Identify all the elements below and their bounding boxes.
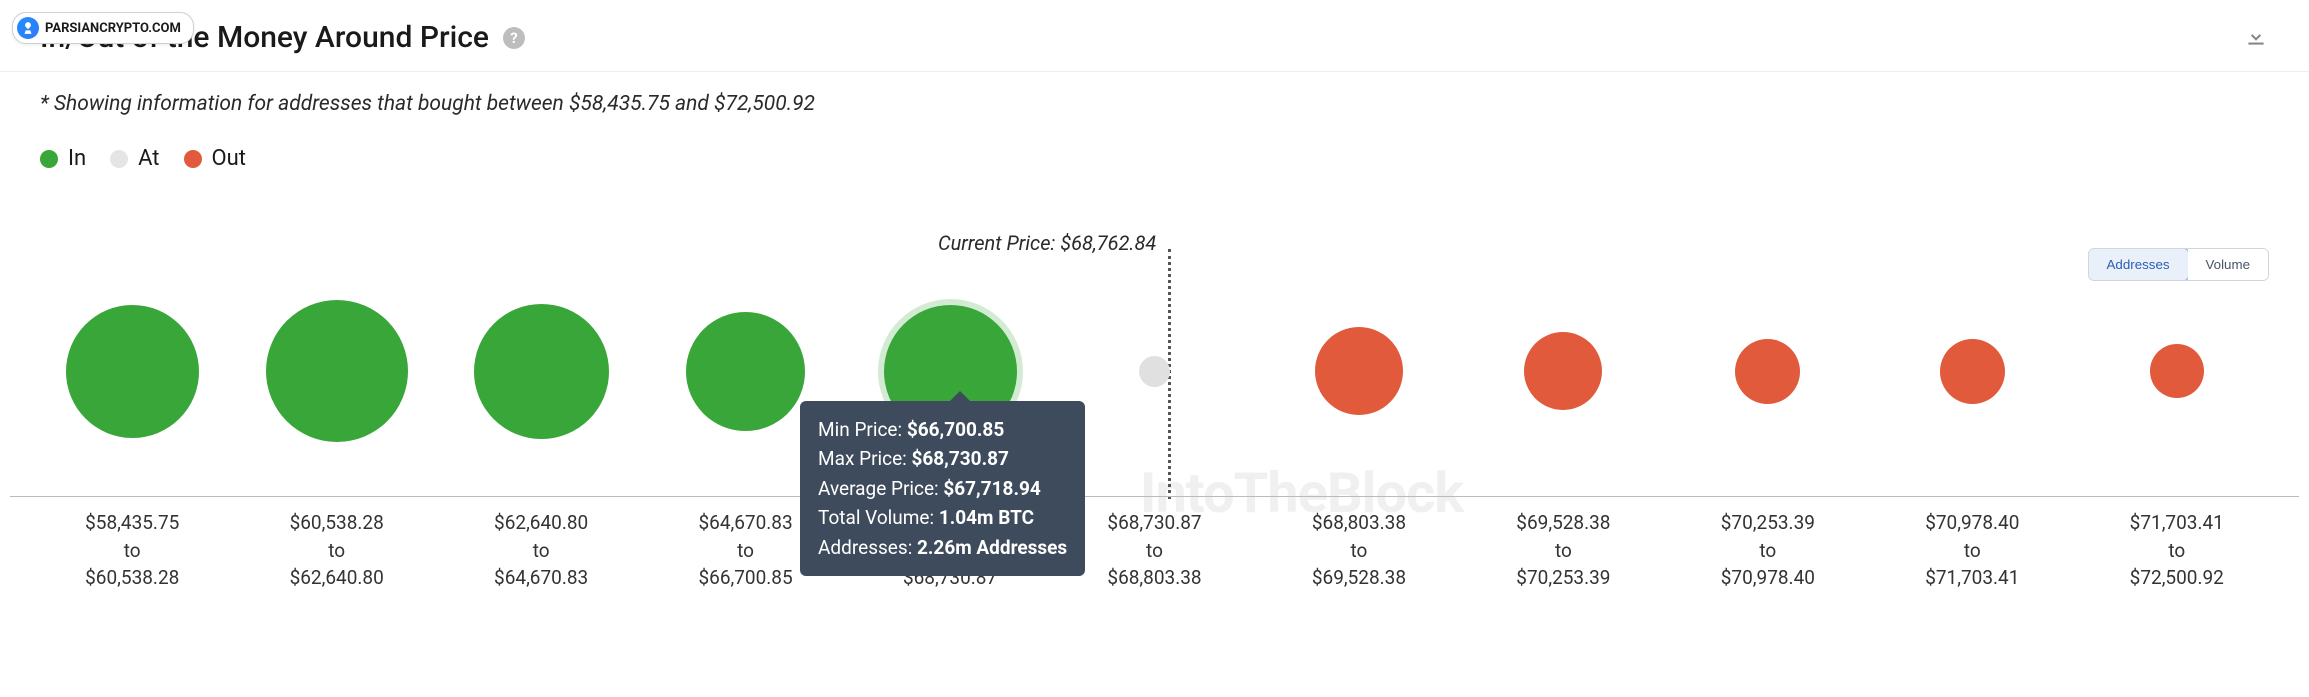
legend-label-out: Out [212, 146, 246, 171]
bubble-out[interactable] [1940, 339, 2005, 404]
bubble-in[interactable] [66, 305, 199, 438]
bucket-label: $60,538.28to$62,640.80 [234, 509, 438, 592]
x-labels-row: $58,435.75to$60,538.28$60,538.28to$62,64… [30, 509, 2279, 592]
bubble-cell[interactable] [234, 271, 438, 471]
legend-dot-in-icon [40, 150, 58, 168]
bucket-label: $70,253.39to$70,978.40 [1666, 509, 1870, 592]
watermark-badge-text: PARSIANCRYPTO.COM [45, 21, 181, 36]
axis-line [10, 496, 2299, 497]
bucket-label: $58,435.75to$60,538.28 [30, 509, 234, 592]
help-icon[interactable]: ? [503, 27, 525, 49]
filter-subtext: * Showing information for addresses that… [0, 72, 2309, 116]
bubble-tooltip: Min Price: $66,700.85Max Price: $68,730.… [800, 401, 1085, 576]
legend-label-in: In [68, 146, 86, 171]
bubble-cell[interactable] [30, 271, 234, 471]
bubble-out[interactable] [2150, 344, 2204, 398]
bubble-cell[interactable] [1666, 271, 1870, 471]
current-price-label: Current Price: $68,762.84 [938, 231, 1156, 255]
legend-dot-at-icon [110, 150, 128, 168]
legend-dot-out-icon [184, 150, 202, 168]
bubble-cell[interactable] [1870, 271, 2074, 471]
header: In/Out of the Money Around Price ? [0, 0, 2309, 72]
watermark-badge: PARSIANCRYPTO.COM [12, 12, 194, 44]
bubble-out[interactable] [1735, 339, 1800, 404]
bubble-cell[interactable] [1461, 271, 1665, 471]
bubble-out[interactable] [1524, 332, 1602, 410]
bucket-label: $62,640.80to$64,670.83 [439, 509, 643, 592]
legend-item-at[interactable]: At [110, 146, 159, 171]
bubble-cell[interactable] [1257, 271, 1461, 471]
bucket-label: $70,978.40to$71,703.41 [1870, 509, 2074, 592]
bubble-in[interactable] [266, 300, 408, 442]
bucket-label: $69,528.38to$70,253.39 [1461, 509, 1665, 592]
download-icon[interactable] [2243, 23, 2269, 53]
legend-label-at: At [138, 146, 159, 171]
bucket-label: $68,803.38to$69,528.38 [1257, 509, 1461, 592]
bubbles-row [30, 271, 2279, 471]
legend-item-in[interactable]: In [40, 146, 86, 171]
legend-item-out[interactable]: Out [184, 146, 246, 171]
bubble-in[interactable] [686, 312, 805, 431]
bucket-label: $71,703.41to$72,500.92 [2075, 509, 2279, 592]
bubble-cell[interactable] [439, 271, 643, 471]
bubble-cell[interactable] [2075, 271, 2279, 471]
bubble-out[interactable] [1315, 327, 1403, 415]
persiancrypto-logo-icon [17, 17, 39, 39]
bubble-at[interactable] [1139, 356, 1170, 387]
legend: In At Out [0, 116, 2309, 171]
bubble-in[interactable] [474, 304, 609, 439]
chart-area: Current Price: $68,762.84 $58,435.75to$6… [30, 231, 2279, 621]
